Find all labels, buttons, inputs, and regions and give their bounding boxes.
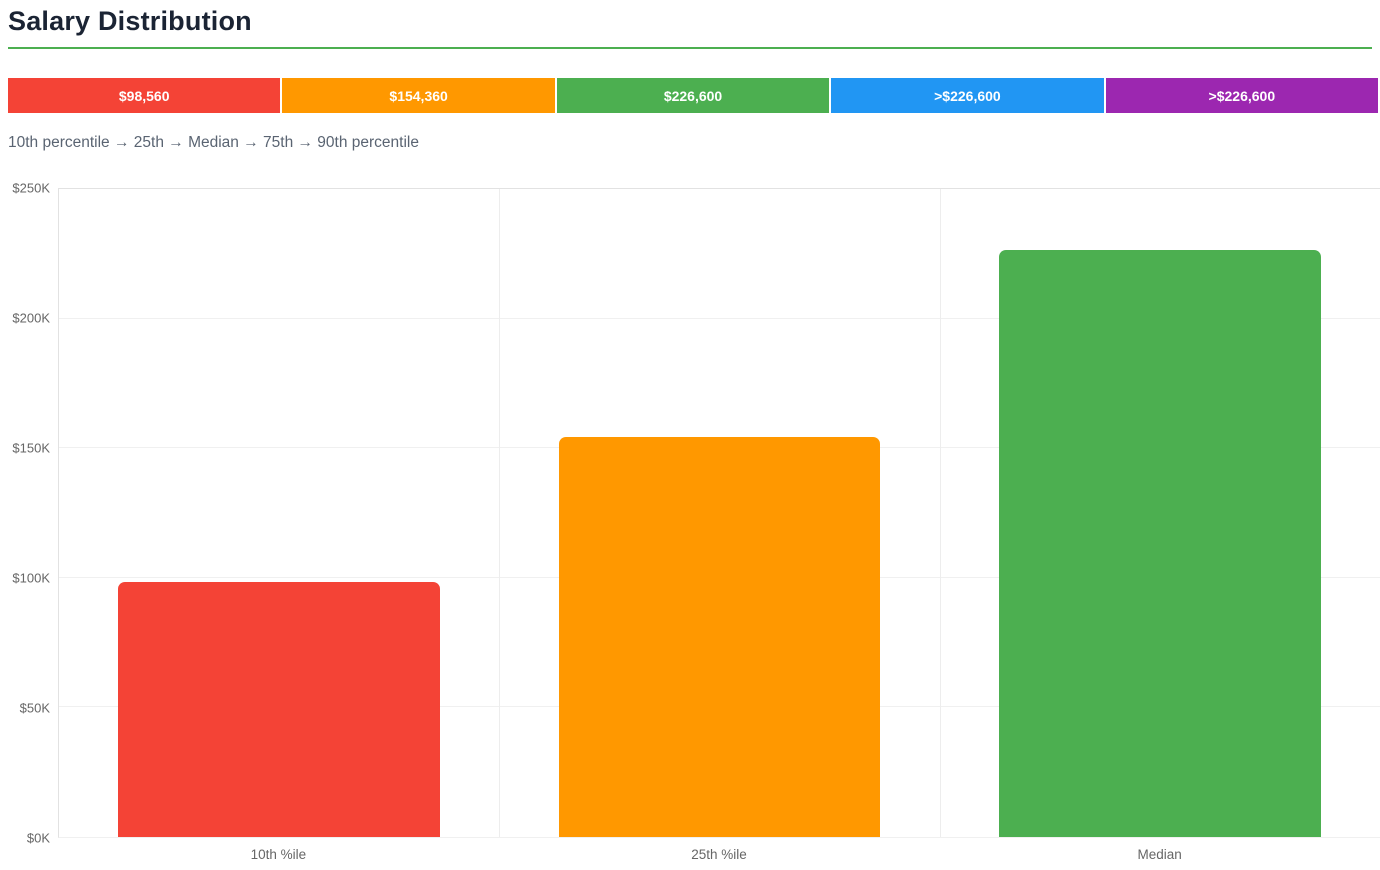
percentile-segment-5: >$226,600 <box>1105 78 1379 113</box>
percentile-segment-3: $226,600 <box>556 78 830 113</box>
page-title: Salary Distribution <box>8 6 252 36</box>
v-gridline <box>499 189 501 837</box>
bar-25th-ile <box>558 436 881 837</box>
bar-column-10th-ile <box>59 189 499 837</box>
bar-column-25th-ile <box>499 189 939 837</box>
y-tick-label: $100K <box>12 570 50 586</box>
y-tick-label: $50K <box>19 700 50 716</box>
percentile-segment-4: >$226,600 <box>831 78 1104 113</box>
bar-10th-ile <box>118 581 440 837</box>
h-gridline <box>59 317 1380 319</box>
y-axis: $0K $50K $100K $150K $200K $250K <box>0 181 58 846</box>
bar-column-median <box>940 189 1380 837</box>
title-underline <box>8 47 1372 49</box>
chart-row: $0K $50K $100K $150K $200K $250K <box>0 181 1380 846</box>
salary-chart: $0K $50K $100K $150K $200K $250K 10th %ile 25t… <box>0 181 1380 862</box>
y-tick-label: $250K <box>12 180 50 196</box>
bar-median <box>999 249 1321 837</box>
v-gridline <box>939 189 941 837</box>
x-axis-label-10th-ile: 10th %ile <box>250 847 307 862</box>
y-tick-label: $150K <box>12 440 50 456</box>
percentile-caption: 10th percentile → 25th → Median → 75th →… <box>8 134 419 151</box>
plot-area <box>58 188 1380 838</box>
percentile-segment-1: $98,560 <box>8 78 281 113</box>
x-axis-label-median: Median <box>1137 847 1182 862</box>
x-axis-label-25th-ile: 25th %ile <box>691 847 747 862</box>
y-tick-label: $0K <box>26 830 50 846</box>
x-axis-labels: 10th %ile 25th %ile Median <box>58 838 1380 862</box>
percentile-summary-bar: $98,560 $154,360 $226,600 >$226,600 >$226,60… <box>8 78 1379 113</box>
percentile-segment-2: $154,360 <box>282 78 555 113</box>
y-tick-label: $200K <box>12 310 50 326</box>
